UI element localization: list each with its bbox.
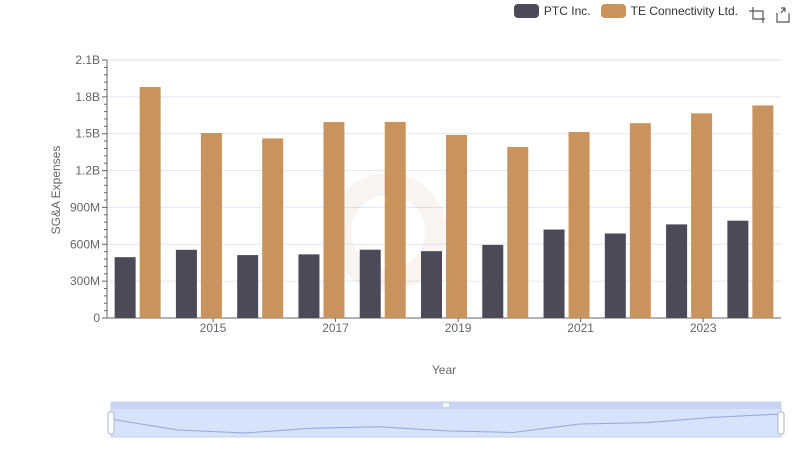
legend-item-ptc[interactable]: PTC Inc.	[513, 4, 591, 18]
bar-ptc-2015[interactable]	[175, 249, 197, 318]
bar-te-2022[interactable]	[629, 123, 651, 318]
bar-ptc-2020[interactable]	[482, 244, 504, 318]
restore-icon[interactable]	[774, 6, 792, 24]
legend-swatch-te	[600, 4, 626, 18]
legend-swatch-ptc	[513, 4, 539, 18]
bars[interactable]	[114, 87, 774, 319]
y-tick-label: 300M	[70, 274, 100, 288]
data-zoom-slider[interactable]	[107, 401, 785, 438]
y-tick-label: 1.2B	[75, 164, 100, 178]
y-tick-label: 1.8B	[75, 90, 100, 104]
bar-te-2017[interactable]	[323, 122, 345, 319]
bar-te-2016[interactable]	[262, 138, 284, 318]
x-tick-label: 2015	[200, 321, 227, 335]
legend-item-te[interactable]: TE Connectivity Ltd.	[600, 4, 738, 18]
bar-ptc-2019[interactable]	[421, 251, 442, 318]
x-tick-label: 2017	[322, 321, 349, 335]
bar-te-2014[interactable]	[139, 87, 161, 319]
legend: PTC Inc. TE Connectivity Ltd.	[513, 4, 738, 18]
bar-ptc-2024[interactable]	[727, 220, 749, 318]
y-axis: 0 300M 600M 900M 1.2B 1.5B 1.8B 2.1B	[70, 53, 108, 325]
y-tick-label: 0	[93, 311, 100, 325]
zoom-icon[interactable]	[748, 6, 766, 24]
zoom-handle-left[interactable]	[107, 411, 115, 435]
y-tick-label: 900M	[70, 200, 100, 214]
bar-ptc-2021[interactable]	[543, 229, 565, 318]
x-tick-label: 2021	[567, 321, 594, 335]
bar-ptc-2017[interactable]	[298, 254, 320, 318]
bar-te-2018[interactable]	[384, 121, 406, 318]
zoom-preview-line	[110, 413, 782, 434]
legend-label-ptc: PTC Inc.	[543, 4, 591, 18]
y-tick-label: 600M	[70, 237, 100, 251]
bar-te-2019[interactable]	[446, 134, 467, 318]
x-tick-label: 2023	[690, 321, 717, 335]
bar-ptc-2018[interactable]	[359, 249, 381, 318]
zoom-move-handle[interactable]	[443, 403, 449, 407]
bar-ptc-2016[interactable]	[237, 255, 259, 318]
bar-te-2023[interactable]	[691, 113, 713, 318]
bar-te-2021[interactable]	[568, 131, 590, 318]
y-axis-title: SG&A Expenses	[49, 146, 63, 235]
bar-ptc-2022[interactable]	[604, 233, 626, 318]
y-tick-label: 2.1B	[75, 53, 100, 67]
bar-ptc-2014[interactable]	[114, 257, 136, 318]
bar-te-2020[interactable]	[507, 146, 529, 318]
y-tick-label: 1.5B	[75, 127, 100, 141]
x-axis: 2015 2017 2019 2021 2023	[107, 317, 781, 335]
toolbox	[748, 6, 792, 24]
legend-label-te: TE Connectivity Ltd.	[630, 4, 738, 18]
zoom-handle-right[interactable]	[777, 411, 785, 435]
bar-te-2024[interactable]	[752, 105, 774, 318]
bar-ptc-2023[interactable]	[666, 224, 688, 318]
x-axis-title: Year	[432, 363, 456, 377]
x-tick-label: 2019	[445, 321, 472, 335]
bar-te-2015[interactable]	[200, 132, 222, 318]
